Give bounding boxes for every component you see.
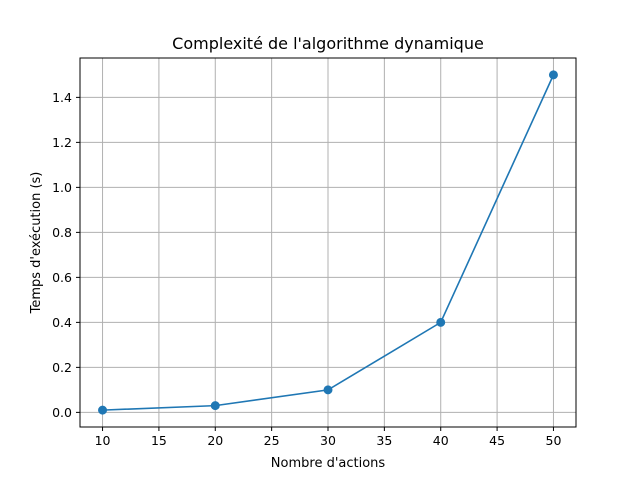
series-layer xyxy=(98,70,558,415)
y-tick-label: 1.0 xyxy=(52,180,72,195)
y-tick-label: 0.4 xyxy=(52,315,72,330)
data-point xyxy=(210,401,220,411)
chart-title: Complexité de l'algorithme dynamique xyxy=(172,34,484,53)
y-tick-label: 0.2 xyxy=(52,360,72,375)
grid-lines xyxy=(80,58,576,427)
x-tick-label: 20 xyxy=(207,433,223,448)
y-tick-label: 0.6 xyxy=(52,270,72,285)
y-tick-label: 1.2 xyxy=(52,135,72,150)
x-tick-label: 15 xyxy=(151,433,167,448)
x-axis-label: Nombre d'actions xyxy=(271,456,386,471)
x-tick-label: 25 xyxy=(264,433,280,448)
y-tick-label: 0.8 xyxy=(52,225,72,240)
x-tick-label: 40 xyxy=(433,433,449,448)
axis-ticks: 10 15 20 25 30 35 40 45 50 0.0 0.2 0.4 0.6 0.8 1.0 1.2 1… xyxy=(52,90,561,448)
data-point xyxy=(98,405,108,415)
x-tick-label: 35 xyxy=(376,433,392,448)
data-point xyxy=(323,385,333,395)
data-point xyxy=(548,70,558,80)
x-tick-label: 10 xyxy=(95,433,111,448)
x-tick-label: 50 xyxy=(546,433,562,448)
y-tick-label: 0.0 xyxy=(52,405,72,420)
x-tick-label: 30 xyxy=(320,433,336,448)
y-axis-label: Temps d'exécution (s) xyxy=(29,172,44,315)
data-point xyxy=(436,317,446,327)
y-tick-label: 1.4 xyxy=(52,90,72,105)
x-tick-label: 45 xyxy=(489,433,505,448)
